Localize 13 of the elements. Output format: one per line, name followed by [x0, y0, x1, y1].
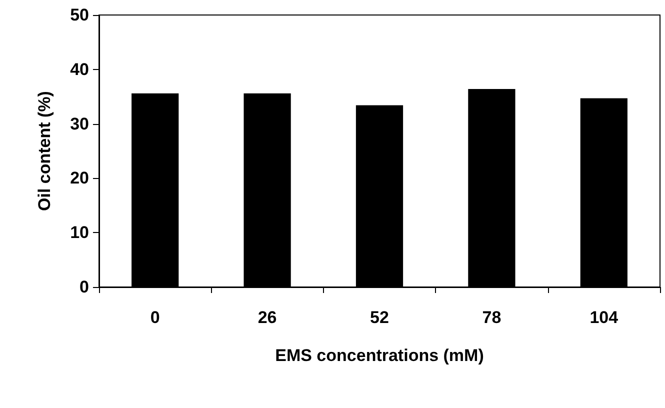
y-tick-label: 50 — [70, 6, 89, 24]
x-tick-label: 0 — [150, 308, 160, 327]
x-tick-label: 52 — [370, 308, 389, 327]
x-tick-label: 26 — [258, 308, 277, 327]
y-tick-label: 0 — [80, 278, 89, 296]
y-tick-label: 30 — [70, 114, 89, 134]
y-axis-title: Oil content (%) — [35, 91, 54, 211]
y-tick-label: 20 — [70, 168, 89, 188]
x-tick-label: 78 — [482, 308, 502, 327]
x-axis-title: EMS concentrations (mM) — [275, 346, 484, 365]
y-tick-label: 10 — [70, 223, 89, 242]
y-tick-label: 40 — [70, 60, 89, 79]
x-tick-label: 104 — [590, 308, 619, 327]
